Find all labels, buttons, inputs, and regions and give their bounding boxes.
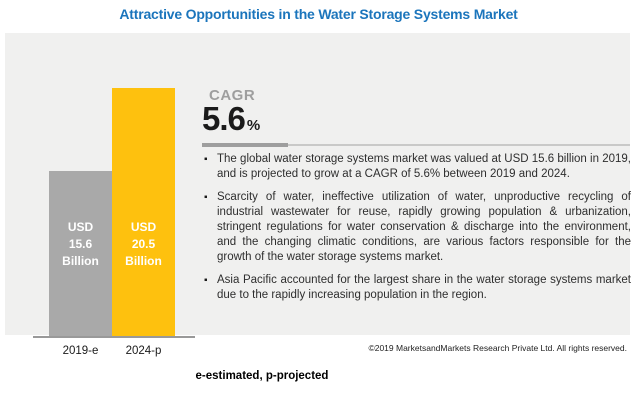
cagr-underline-accent [202, 143, 288, 147]
x-tick-label-2019e: 2019-e [62, 345, 99, 357]
bar-2019e-value-label: USD 15.6 Billion [62, 220, 99, 268]
bullet-square-icon: ▪ [204, 275, 208, 286]
bullet-item-asia-pacific: ▪ Asia Pacific accounted for the largest … [204, 273, 631, 303]
bullet-square-icon: ▪ [204, 192, 208, 203]
bullet-item-growth-factors: ▪ Scarcity of water, ineffective utilizat… [204, 190, 631, 265]
bullet-text: Asia Pacific accounted for the largest s… [217, 274, 631, 301]
cagr-value: 5.6 [202, 100, 246, 137]
cagr-label: CAGR [209, 87, 256, 104]
bar-2024p-value-label: USD 20.5 Billion [125, 220, 162, 268]
footnote-text: e-estimated, p-projected [195, 370, 329, 382]
bullet-item-market-value: ▪ The global water storage systems market… [204, 152, 631, 182]
content-panel: USD 15.6 Billion USD 20.5 Billion 2019-e… [5, 33, 631, 357]
cagr-underline [202, 144, 630, 146]
copyright-text: ©2019 MarketsandMarkets Research Private… [368, 343, 627, 353]
page-title: Attractive Opportunities in the Water St… [119, 6, 518, 22]
cagr-percent-sign: % [246, 117, 261, 134]
bullet-text: The global water storage systems market … [217, 153, 631, 180]
bullet-square-icon: ▪ [204, 154, 208, 165]
cagr-value-row: 5.6 % [202, 101, 260, 137]
bullet-list: ▪ The global water storage systems market… [204, 152, 631, 311]
bar-2019e: USD 15.6 Billion [49, 171, 112, 336]
bullet-text: Scarcity of water, ineffective utilizati… [217, 191, 631, 263]
x-tick-label-2024p: 2024-p [125, 345, 162, 357]
x-axis-line [33, 336, 195, 338]
bar-2024p: USD 20.5 Billion [112, 88, 175, 336]
